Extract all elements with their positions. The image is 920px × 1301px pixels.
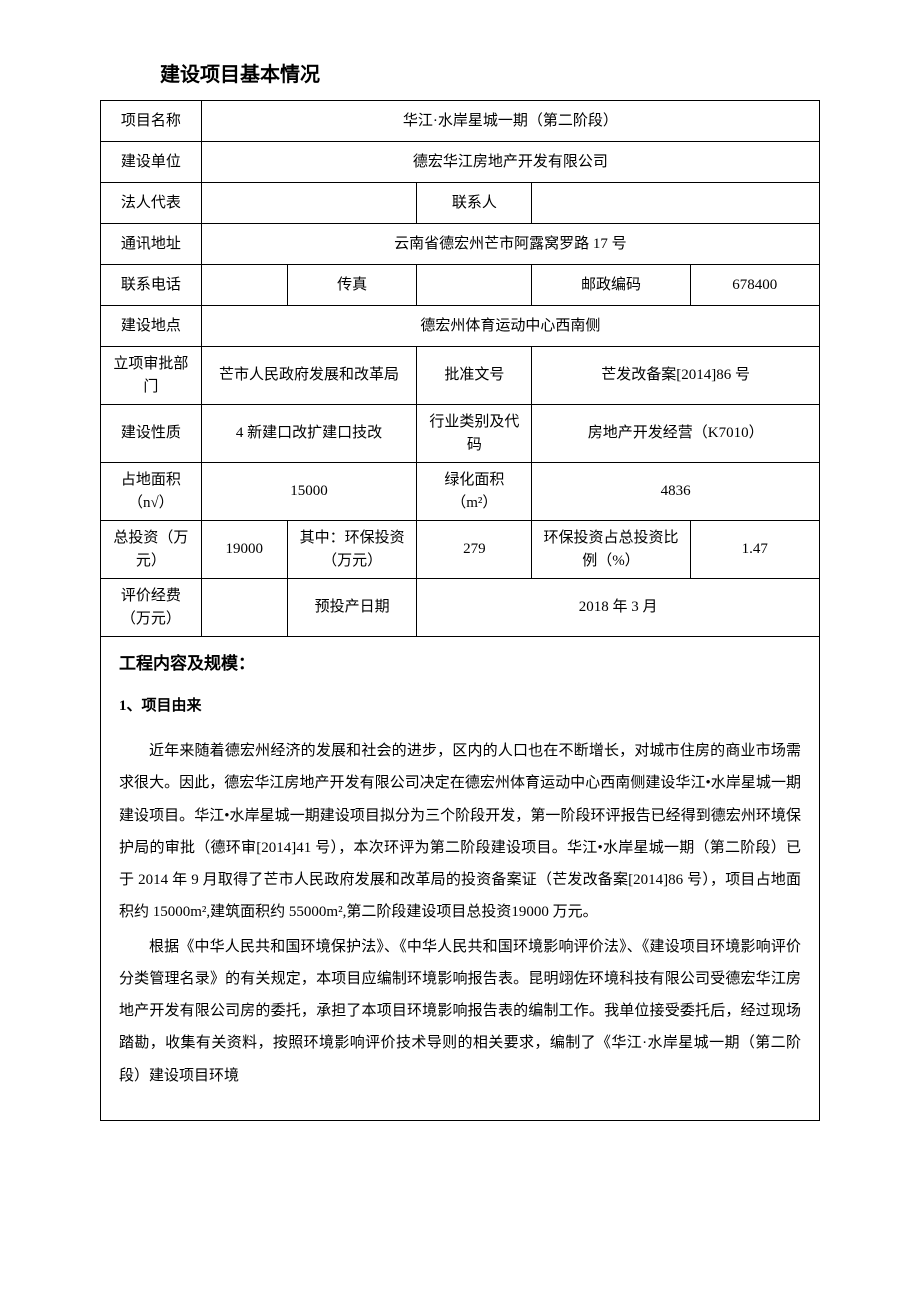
table-row: 评价经费（万元） 预投产日期 2018 年 3 月 [101,579,820,637]
label-env-invest: 其中：环保投资（万元） [287,521,416,579]
value-land-area: 15000 [201,463,417,521]
section-subheading: 1、项目由来 [119,695,801,718]
label-fax: 传真 [287,265,416,306]
label-postcode: 邮政编码 [532,265,690,306]
label-phone: 联系电话 [101,265,202,306]
value-construction-unit: 德宏华江房地产开发有限公司 [201,142,819,183]
value-legal-rep [201,183,417,224]
label-green-area: 绿化面积（m²） [417,463,532,521]
table-row: 总投资（万元） 19000 其中：环保投资（万元） 279 环保投资占总投资比例… [101,521,820,579]
value-location: 德宏州体育运动中心西南侧 [201,306,819,347]
value-fax [417,265,532,306]
value-project-name: 华江·水岸星城一期（第二阶段） [201,101,819,142]
section-heading: 工程内容及规模： [119,651,801,677]
table-row: 建设单位 德宏华江房地产开发有限公司 [101,142,820,183]
label-industry: 行业类别及代码 [417,405,532,463]
label-approval-dept: 立项审批部门 [101,347,202,405]
table-row: 建设性质 4 新建口改扩建口技改 行业类别及代码 房地产开发经营（K7010） [101,405,820,463]
label-location: 建设地点 [101,306,202,347]
table-row: 立项审批部门 芒市人民政府发展和改革局 批准文号 芒发改备案[2014]86 号 [101,347,820,405]
label-contact-person: 联系人 [417,183,532,224]
table-row: 项目名称 华江·水岸星城一期（第二阶段） [101,101,820,142]
value-green-area: 4836 [532,463,820,521]
label-approval-no: 批准文号 [417,347,532,405]
label-land-area: 占地面积（n√） [101,463,202,521]
value-address: 云南省德宏州芒市阿露窝罗路 17 号 [201,224,819,265]
paragraph: 近年来随着德宏州经济的发展和社会的进步，区内的人口也在不断增长，对城市住房的商业… [119,735,801,929]
value-phone [201,265,287,306]
label-eval-fee: 评价经费（万元） [101,579,202,637]
doc-title: 建设项目基本情况 [160,60,820,90]
value-approval-no: 芒发改备案[2014]86 号 [532,347,820,405]
value-postcode: 678400 [690,265,819,306]
basic-info-table: 项目名称 华江·水岸星城一期（第二阶段） 建设单位 德宏华江房地产开发有限公司 … [100,100,820,637]
value-env-ratio: 1.47 [690,521,819,579]
label-prod-date: 预投产日期 [287,579,416,637]
table-row: 联系电话 传真 邮政编码 678400 [101,265,820,306]
value-approval-dept: 芒市人民政府发展和改革局 [201,347,417,405]
value-eval-fee [201,579,287,637]
table-row: 通讯地址 云南省德宏州芒市阿露窝罗路 17 号 [101,224,820,265]
value-prod-date: 2018 年 3 月 [417,579,820,637]
paragraph: 根据《中华人民共和国环境保护法》、《中华人民共和国环境影响评价法》、《建设项目环… [119,931,801,1092]
label-env-ratio: 环保投资占总投资比例（%） [532,521,690,579]
content-section: 工程内容及规模： 1、项目由来 近年来随着德宏州经济的发展和社会的进步，区内的人… [100,637,820,1121]
label-total-invest: 总投资（万元） [101,521,202,579]
value-industry: 房地产开发经营（K7010） [532,405,820,463]
label-construction-unit: 建设单位 [101,142,202,183]
value-contact-person [532,183,820,224]
value-total-invest: 19000 [201,521,287,579]
label-address: 通讯地址 [101,224,202,265]
table-row: 法人代表 联系人 [101,183,820,224]
label-project-name: 项目名称 [101,101,202,142]
table-row: 建设地点 德宏州体育运动中心西南侧 [101,306,820,347]
value-nature: 4 新建口改扩建口技改 [201,405,417,463]
value-env-invest: 279 [417,521,532,579]
table-row: 占地面积（n√） 15000 绿化面积（m²） 4836 [101,463,820,521]
label-legal-rep: 法人代表 [101,183,202,224]
label-nature: 建设性质 [101,405,202,463]
